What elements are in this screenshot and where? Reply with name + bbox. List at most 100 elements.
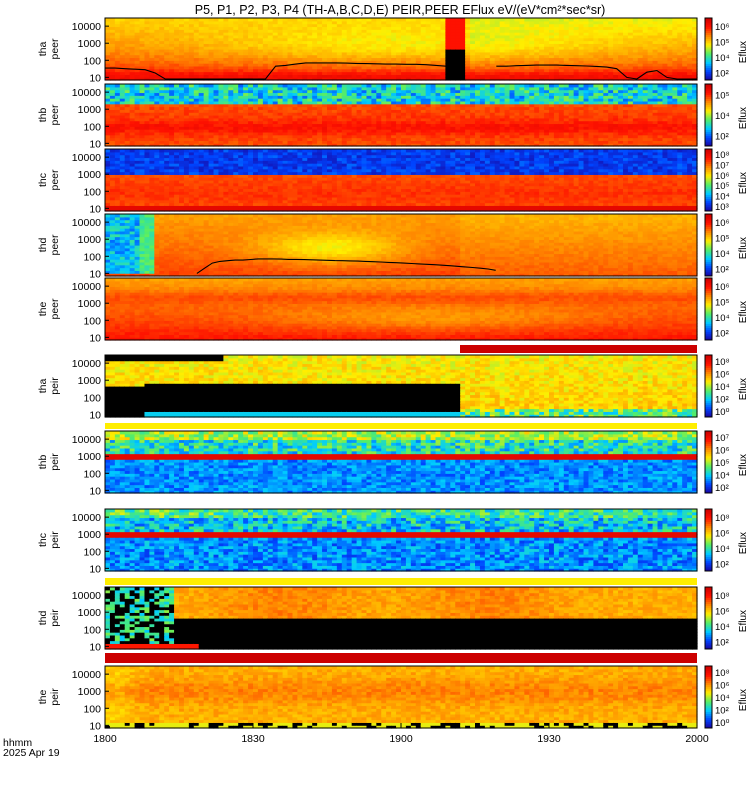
heatmap-cell <box>510 18 516 21</box>
heatmap-cell <box>598 18 604 21</box>
heatmap-cell <box>455 18 461 21</box>
heatmap-cell <box>347 18 353 21</box>
heatmap-cell <box>485 18 491 21</box>
heatmap-cell <box>658 18 664 21</box>
heatmap-cell <box>391 18 397 21</box>
heatmap-cell <box>480 18 486 21</box>
heatmap-cell <box>164 18 170 21</box>
heatmap-cell <box>312 18 318 21</box>
heatmap-cell <box>623 18 629 21</box>
heatmap-cell <box>381 18 387 21</box>
panel-separator-strip <box>105 578 697 585</box>
heatmap-cell <box>327 18 333 21</box>
heatmap-cell <box>529 18 535 21</box>
heatmap-cell <box>337 18 343 21</box>
figure-title: P5, P1, P2, P3, P4 (TH-A,B,C,D,E) PEIR,P… <box>195 3 606 17</box>
heatmap-cell <box>130 18 136 21</box>
heatmap-cell <box>633 18 639 21</box>
heatmap-cell <box>648 18 654 21</box>
heatmap-cell <box>544 18 550 21</box>
heatmap-cell <box>505 18 511 21</box>
heatmap-cell <box>608 18 614 21</box>
heatmap-cell <box>307 18 313 21</box>
heatmap-cell <box>352 18 358 21</box>
heatmap-cell <box>584 18 590 21</box>
panel-separator-strip <box>105 345 460 353</box>
heatmap-cell <box>125 18 131 21</box>
heatmap-cell <box>569 18 575 21</box>
heatmap-cell <box>554 18 560 21</box>
heatmap-cell <box>169 18 175 21</box>
heatmap-cell <box>470 18 476 21</box>
heatmap-cell <box>411 18 417 21</box>
heatmap-cell <box>110 18 116 21</box>
heatmap-cell <box>495 18 501 21</box>
heatmap-cell <box>450 18 456 21</box>
heatmap-cell <box>539 18 545 21</box>
heatmap-cell <box>253 18 259 21</box>
heatmap-cell <box>179 18 185 21</box>
heatmap-cell <box>115 18 121 21</box>
heatmap-cell <box>559 18 565 21</box>
heatmap-cell <box>519 18 525 21</box>
heatmap-cell <box>362 18 368 21</box>
heatmap-cell <box>613 18 619 21</box>
panel-separator-strip <box>460 345 697 353</box>
heatmap-cell <box>149 18 155 21</box>
heatmap-cell <box>603 18 609 21</box>
heatmap-cell <box>238 18 244 21</box>
heatmap-cell <box>371 18 377 21</box>
heatmap-cell <box>342 18 348 21</box>
heatmap-cell <box>440 18 446 21</box>
heatmap-cell <box>184 18 190 21</box>
heatmap-cell <box>643 18 649 21</box>
heatmap-cell <box>278 18 284 21</box>
heatmap-cell <box>426 18 432 21</box>
heatmap-cell <box>588 18 594 21</box>
heatmap-cell <box>357 18 363 21</box>
heatmap-cell <box>386 18 392 21</box>
heatmap-cell <box>263 18 269 21</box>
heatmap-cell <box>653 18 659 21</box>
heatmap-cell <box>317 18 323 21</box>
heatmap-cell <box>534 18 540 21</box>
heatmap-cell <box>662 18 668 21</box>
heatmap-cell <box>406 18 412 21</box>
heatmap-cell <box>460 18 466 21</box>
heatmap-cell <box>564 18 570 21</box>
heatmap-cell <box>431 18 437 21</box>
heatmap-cell <box>475 18 481 21</box>
heatmap-cell <box>524 18 530 21</box>
heatmap-cell <box>297 18 303 21</box>
heatmap-cell <box>144 18 150 21</box>
heatmap-cell <box>416 18 422 21</box>
heatmap-cell <box>421 18 427 21</box>
heatmap-cell <box>228 18 234 21</box>
heatmap-cell <box>233 18 239 21</box>
heatmap-cell <box>258 18 264 21</box>
heatmap-cell <box>204 18 210 21</box>
heatmap-cell <box>332 18 338 21</box>
heatmap-cell <box>593 18 599 21</box>
heatmap-cell <box>436 18 442 21</box>
heatmap-cell <box>396 18 402 21</box>
heatmap-cell <box>189 18 195 21</box>
heatmap-cell <box>248 18 254 21</box>
heatmap-cell <box>445 18 451 21</box>
heatmap-cell <box>154 18 160 21</box>
panel-separator-strip <box>105 653 697 663</box>
heatmap-cell <box>302 18 308 21</box>
heatmap-cell <box>214 18 220 21</box>
heatmap-cell <box>579 18 585 21</box>
heatmap-cell <box>209 18 215 21</box>
heatmap-cell <box>105 18 111 21</box>
heatmap-cell <box>376 18 382 21</box>
heatmap-cell <box>135 18 141 21</box>
heatmap-cell <box>140 18 146 21</box>
heatmap-cell <box>500 18 506 21</box>
spectrogram-figure: P5, P1, P2, P3, P4 (TH-A,B,C,D,E) PEIR,P… <box>0 0 750 800</box>
heatmap-cell <box>638 18 644 21</box>
heatmap-cell <box>514 18 520 21</box>
panel-separator-strip <box>105 501 697 507</box>
